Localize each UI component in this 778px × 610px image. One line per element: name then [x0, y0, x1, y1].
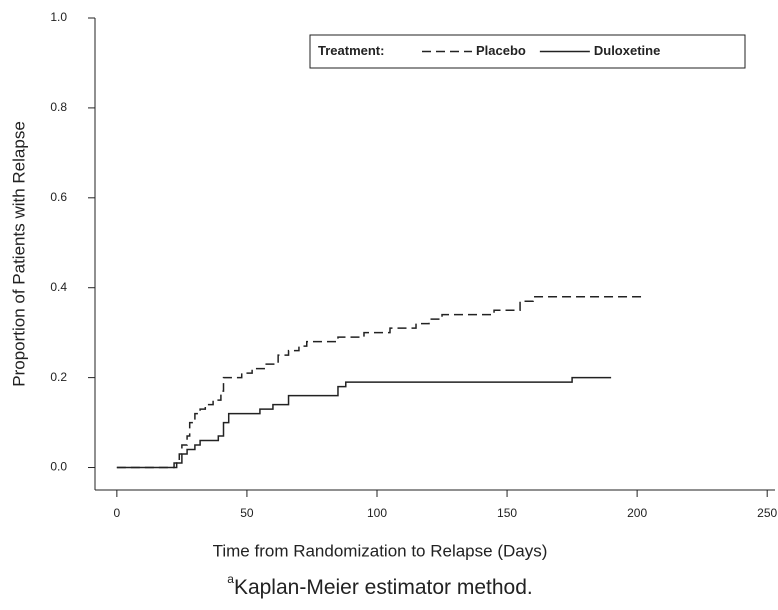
footnote-marker: a	[227, 572, 234, 586]
footnote: aKaplan-Meier estimator method.	[227, 572, 533, 598]
x-tick-label: 0	[114, 506, 121, 520]
legend-box	[309, 34, 746, 69]
footnote-text: Kaplan-Meier estimator method.	[234, 576, 533, 599]
y-tick-label: 0.6	[50, 190, 67, 204]
x-tick-label: 250	[757, 506, 777, 520]
legend-label: Duloxetine	[594, 43, 660, 58]
legend-title: Treatment:	[318, 43, 384, 58]
x-tick-label: 200	[627, 506, 647, 520]
legend-label: Placebo	[476, 43, 526, 58]
y-tick-label: 0.2	[50, 370, 67, 384]
x-axis-label: Time from Randomization to Relapse (Days…	[213, 541, 548, 560]
x-tick-label: 100	[367, 506, 387, 520]
y-axis-label: Proportion of Patients with Relapse	[9, 121, 28, 387]
km-curve	[116, 295, 645, 469]
x-tick-label: 150	[497, 506, 517, 520]
y-tick-label: 0.0	[50, 460, 67, 474]
x-tick-label: 50	[240, 506, 254, 520]
y-tick-label: 0.8	[50, 100, 67, 114]
y-tick-label: 0.4	[50, 280, 67, 294]
km-curve	[116, 376, 612, 469]
y-tick-label: 1.0	[50, 10, 67, 24]
